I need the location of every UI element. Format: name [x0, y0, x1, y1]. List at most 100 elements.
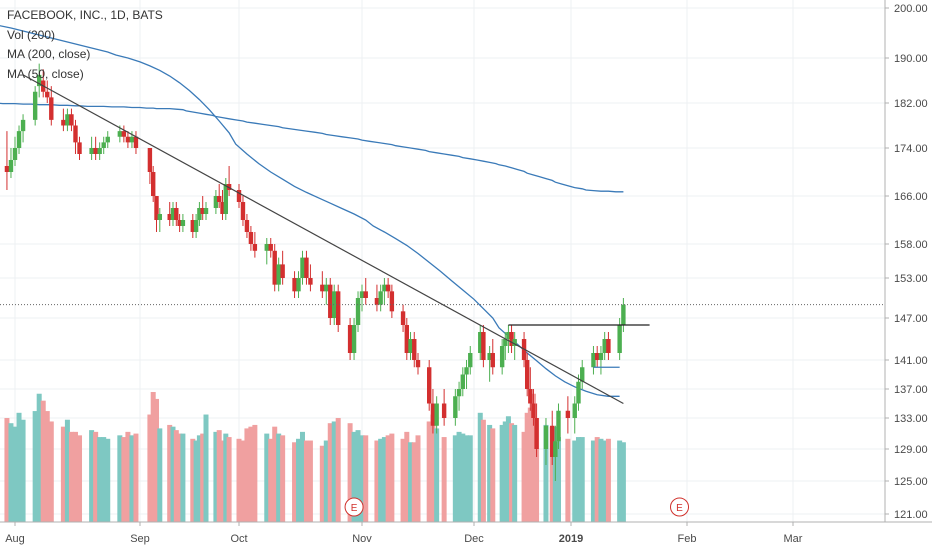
candle-body	[73, 125, 78, 143]
candle-body	[240, 202, 246, 220]
candle-body	[157, 214, 162, 220]
candle-body	[430, 403, 436, 426]
candle-body	[174, 208, 179, 220]
volume-bar	[16, 412, 22, 522]
volume-bar	[620, 442, 626, 522]
volume-bar	[226, 437, 232, 522]
volume-bar	[335, 418, 341, 522]
candle-body	[200, 208, 205, 214]
volume-bar	[248, 426, 254, 522]
candle-body	[167, 214, 172, 220]
candle-body	[276, 264, 281, 285]
volume-bar	[441, 437, 447, 522]
volume-bar	[456, 431, 462, 522]
candle-body	[304, 257, 309, 278]
candle-body	[213, 196, 219, 208]
volume-bar	[307, 440, 313, 522]
time-axis-label: Sep	[130, 533, 150, 545]
volume-bar	[434, 428, 440, 522]
candle-body	[12, 148, 18, 160]
volume-bar	[196, 435, 202, 522]
volume-bar	[173, 430, 179, 522]
candle-body	[617, 325, 622, 353]
volume-bar	[167, 424, 173, 522]
candle-body	[456, 389, 462, 397]
volume-bar	[292, 442, 298, 522]
volume-bar	[467, 435, 473, 522]
chart-title: FACEBOOK, INC., 1D, BATS	[7, 8, 163, 22]
volume-bar	[464, 435, 470, 522]
candle-body	[272, 250, 277, 285]
candle-body	[332, 291, 337, 318]
volume-bar	[252, 424, 258, 522]
candle-body	[382, 284, 387, 292]
volume-bar	[579, 437, 585, 522]
candle-body	[129, 136, 135, 143]
candle-body	[69, 114, 74, 126]
candle-body	[464, 367, 469, 375]
volume-bar	[220, 440, 225, 522]
volume-bar	[490, 428, 496, 522]
candle-body	[453, 396, 458, 418]
volume-bar	[48, 421, 54, 522]
volume-bar	[594, 437, 600, 522]
legend-ma50: MA (50, close)	[7, 66, 84, 81]
candle-body	[125, 136, 131, 143]
candle-body	[45, 91, 50, 98]
volume-bar	[381, 437, 387, 522]
candle-body	[427, 367, 432, 404]
candle-body	[404, 325, 409, 353]
volume-bar	[264, 433, 270, 522]
downtrend-line[interactable]	[22, 74, 624, 405]
volume-bar	[404, 431, 410, 522]
volume-bar	[72, 431, 78, 522]
candle-body	[468, 353, 473, 368]
volume-bar	[101, 437, 107, 522]
volume-bar	[105, 438, 111, 522]
volume-bar	[411, 442, 417, 522]
candle-body	[591, 353, 596, 368]
volume-bar	[296, 438, 302, 522]
candle-body	[220, 202, 225, 214]
candle-body	[534, 418, 539, 449]
volume-bar	[272, 426, 278, 522]
volume-bar	[598, 438, 604, 522]
candle-body	[621, 304, 626, 325]
price-axis-label: 129.00	[894, 444, 928, 456]
volume-bar	[430, 414, 436, 522]
candle-body	[151, 172, 156, 196]
earnings-event-icon[interactable]	[344, 497, 364, 517]
candle-body	[268, 244, 273, 251]
volume-bar	[236, 438, 242, 522]
candle-body	[49, 97, 54, 120]
volume-bar	[276, 433, 282, 522]
volume-bar	[415, 435, 421, 522]
candle-body	[572, 403, 577, 418]
candle-body	[363, 291, 368, 298]
candle-body	[594, 353, 600, 360]
candle-body	[193, 220, 199, 232]
candle-body	[487, 353, 492, 360]
earnings-event-icon[interactable]	[670, 497, 690, 517]
volume-bar	[389, 433, 395, 522]
candle-body	[460, 374, 465, 389]
volume-bar	[150, 392, 156, 522]
candle-body	[93, 148, 98, 154]
candle-body	[248, 232, 254, 244]
volume-bar	[565, 438, 571, 522]
candle-body	[335, 291, 341, 325]
volume-bar	[527, 407, 533, 522]
candle-body	[389, 291, 395, 312]
candle-body	[543, 425, 549, 449]
volume-bar	[133, 433, 139, 522]
volume-bar	[216, 430, 222, 522]
price-axis-label: 137.00	[894, 384, 928, 396]
volume-bar	[549, 426, 555, 522]
time-axis-label: Nov	[352, 533, 372, 545]
price-axis-label: 147.00	[894, 313, 928, 325]
volume-bar	[36, 393, 42, 522]
candle-body	[65, 114, 70, 126]
candle-body	[374, 298, 380, 305]
volume-bar	[129, 435, 135, 522]
